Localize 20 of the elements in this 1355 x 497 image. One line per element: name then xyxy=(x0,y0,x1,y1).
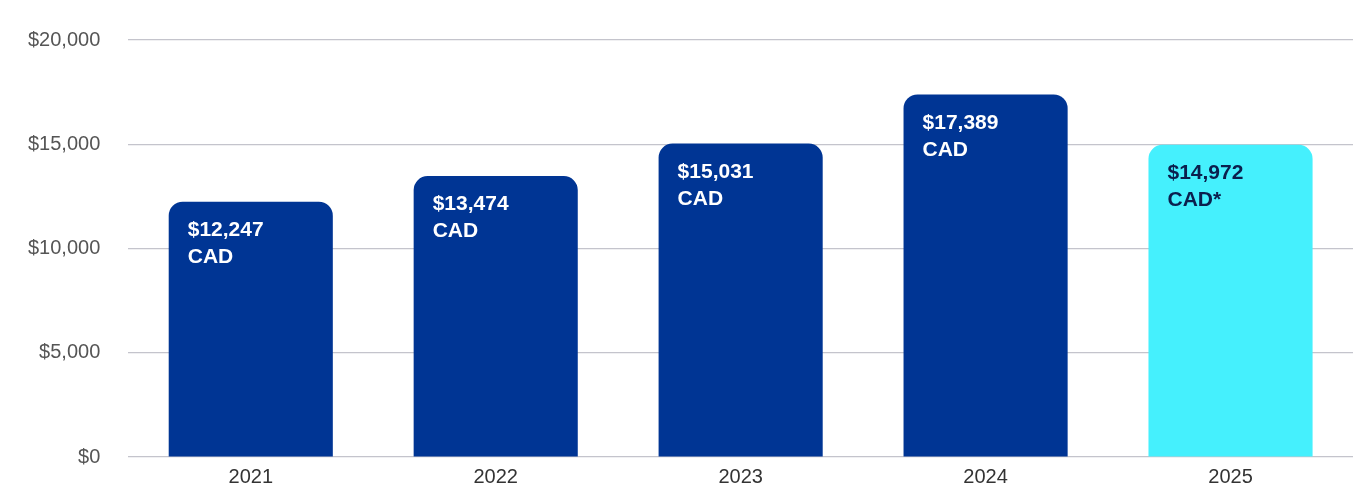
data-label: $12,247 CAD xyxy=(187,216,264,267)
bar xyxy=(1148,144,1313,457)
bar xyxy=(413,176,578,457)
x-tick-label: 2025 xyxy=(1208,464,1253,487)
y-tick-label: $15,000 xyxy=(28,131,101,154)
x-tick-label: 2023 xyxy=(718,464,763,487)
y-tick-label: $20,000 xyxy=(28,27,101,50)
y-tick-label: $0 xyxy=(78,444,101,467)
x-tick-label: 2021 xyxy=(228,464,274,487)
data-label: $15,031 CAD xyxy=(677,158,754,209)
bar xyxy=(903,94,1068,457)
x-tick-label: 2022 xyxy=(473,464,518,487)
data-label: $13,474 CAD xyxy=(432,191,509,242)
data-label: $17,389 CAD xyxy=(922,109,999,160)
data-label: $14,972 CAD* xyxy=(1167,160,1244,211)
bar xyxy=(168,201,333,457)
bar xyxy=(658,143,823,457)
y-tick-label: $5,000 xyxy=(39,340,101,363)
y-tick-label: $10,000 xyxy=(28,236,101,259)
x-tick-label: 2024 xyxy=(963,464,1008,487)
